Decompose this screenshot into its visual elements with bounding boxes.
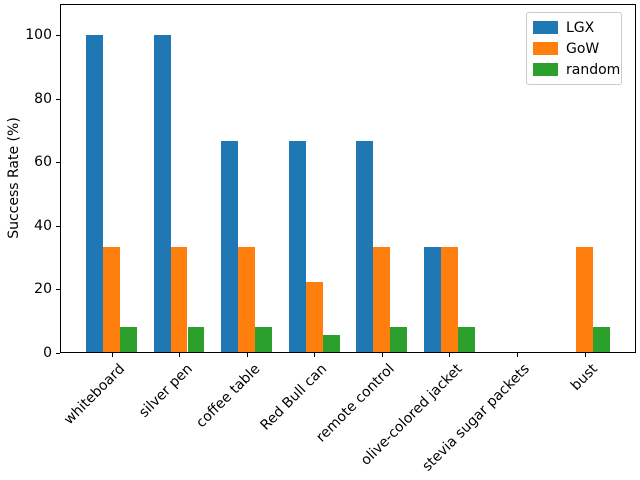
x-tick-label-bust: bust bbox=[567, 361, 601, 394]
y-tick-label: 80 bbox=[34, 90, 52, 107]
legend-color-swatch bbox=[533, 63, 558, 76]
y-tick-mark bbox=[56, 353, 60, 354]
y-tick-label: 100 bbox=[25, 26, 52, 43]
x-tick-label-Red-Bull-can: Red Bull can bbox=[257, 361, 331, 434]
y-tick-label: 20 bbox=[34, 281, 52, 298]
bar-random-silver-pen bbox=[187, 326, 205, 352]
y-tick-label: 40 bbox=[34, 217, 52, 234]
x-tick-label-coffee-table: coffee table bbox=[192, 361, 264, 432]
legend-color-swatch bbox=[533, 21, 558, 34]
bar-GoW-coffee-table bbox=[238, 247, 256, 352]
bar-random-Red-Bull-can bbox=[322, 335, 340, 352]
y-tick-label: 0 bbox=[43, 345, 52, 361]
x-tick-mark bbox=[246, 353, 248, 357]
bar-GoW-whiteboard bbox=[103, 247, 120, 352]
bar-GoW-bust bbox=[576, 247, 593, 352]
x-tick-mark bbox=[584, 353, 586, 357]
bar-random-coffee-table bbox=[255, 326, 272, 352]
x-tick-mark bbox=[314, 353, 316, 357]
legend-entry-LGX: LGX bbox=[533, 17, 615, 38]
x-tick-mark bbox=[449, 353, 451, 357]
legend-label: GoW bbox=[566, 40, 600, 57]
bar-random-whiteboard bbox=[120, 326, 137, 352]
bar-LGX-whiteboard bbox=[86, 34, 104, 352]
x-tick-label-silver-pen: silver pen bbox=[135, 361, 196, 421]
x-tick-mark bbox=[381, 353, 383, 357]
bar-random-olive-colored-jacket bbox=[457, 326, 475, 352]
bar-GoW-remote-control bbox=[373, 247, 391, 352]
y-axis-title: Success Rate (%) bbox=[6, 117, 22, 239]
y-tick-mark bbox=[56, 98, 60, 100]
y-tick-mark bbox=[56, 34, 60, 36]
bar-GoW-silver-pen bbox=[170, 247, 188, 352]
y-tick-label: 60 bbox=[34, 154, 52, 171]
legend-color-swatch bbox=[533, 42, 558, 55]
bar-LGX-olive-colored-jacket bbox=[424, 247, 441, 352]
x-tick-label-whiteboard: whiteboard bbox=[60, 361, 128, 428]
bar-GoW-olive-colored-jacket bbox=[440, 247, 458, 352]
bar-GoW-Red-Bull-can bbox=[305, 282, 323, 352]
bar-LGX-silver-pen bbox=[153, 34, 171, 352]
y-tick-mark bbox=[56, 162, 60, 164]
y-tick-mark bbox=[56, 289, 60, 291]
legend-label: LGX bbox=[566, 19, 595, 36]
bar-LGX-Red-Bull-can bbox=[288, 140, 306, 352]
bar-LGX-coffee-table bbox=[221, 140, 239, 352]
legend-label: random bbox=[566, 61, 621, 78]
x-tick-mark bbox=[179, 353, 181, 357]
legend-entry-random: random bbox=[533, 59, 620, 80]
bar-LGX-remote-control bbox=[356, 140, 374, 352]
x-tick-mark bbox=[516, 353, 518, 357]
bar-random-remote-control bbox=[390, 326, 408, 352]
y-tick-mark bbox=[56, 225, 60, 227]
legend: LGX GoW random bbox=[526, 12, 622, 85]
legend-entry-GoW: GoW bbox=[533, 38, 615, 59]
x-tick-mark bbox=[111, 353, 113, 357]
bar-random-bust bbox=[592, 326, 610, 352]
